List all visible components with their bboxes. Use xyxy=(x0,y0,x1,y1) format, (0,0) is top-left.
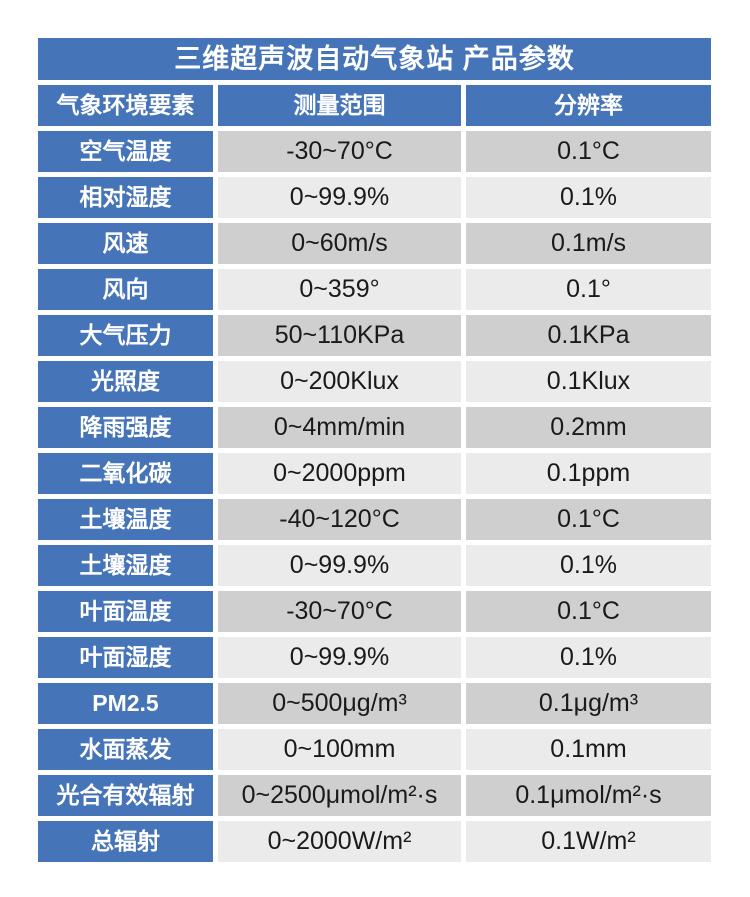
resolution-cell: 0.1°C xyxy=(466,131,711,172)
measure-range-cell: 0~4mm/min xyxy=(218,407,461,448)
param-name-cell: 风向 xyxy=(38,269,213,310)
param-name-cell: 叶面湿度 xyxy=(38,637,213,678)
resolution-cell: 0.1ppm xyxy=(466,453,711,494)
param-name-cell: 光照度 xyxy=(38,361,213,402)
resolution-cell: 0.1% xyxy=(466,637,711,678)
spec-table: 三维超声波自动气象站 产品参数 气象环境要素 测量范围 分辨率 空气温度 -30… xyxy=(38,38,711,862)
measure-range-cell: 0~359° xyxy=(218,269,461,310)
resolution-cell: 0.1mm xyxy=(466,729,711,770)
resolution-cell: 0.2mm xyxy=(466,407,711,448)
param-name-cell: 光合有效辐射 xyxy=(38,775,213,816)
measure-range-cell: 0~500μg/m³ xyxy=(218,683,461,724)
param-name-cell: 空气温度 xyxy=(38,131,213,172)
param-name-cell: 土壤温度 xyxy=(38,499,213,540)
table-title: 三维超声波自动气象站 产品参数 xyxy=(38,38,711,80)
measure-range-cell: 0~60m/s xyxy=(218,223,461,264)
param-name-cell: 叶面温度 xyxy=(38,591,213,632)
measure-range-cell: -30~70°C xyxy=(218,591,461,632)
measure-range-cell: 0~99.9% xyxy=(218,545,461,586)
measure-range-cell: 0~100mm xyxy=(218,729,461,770)
param-name-cell: 大气压力 xyxy=(38,315,213,356)
measure-range-cell: 0~2000ppm xyxy=(218,453,461,494)
column-header-parameter: 气象环境要素 xyxy=(38,85,213,126)
param-name-cell: 相对湿度 xyxy=(38,177,213,218)
column-header-resolution: 分辨率 xyxy=(466,85,711,126)
param-name-cell: 总辐射 xyxy=(38,821,213,862)
resolution-cell: 0.1KPa xyxy=(466,315,711,356)
resolution-cell: 0.1Klux xyxy=(466,361,711,402)
measure-range-cell: 0~99.9% xyxy=(218,177,461,218)
resolution-cell: 0.1°C xyxy=(466,591,711,632)
measure-range-cell: -40~120°C xyxy=(218,499,461,540)
resolution-cell: 0.1W/m² xyxy=(466,821,711,862)
resolution-cell: 0.1% xyxy=(466,177,711,218)
param-name-cell: 降雨强度 xyxy=(38,407,213,448)
param-name-cell: PM2.5 xyxy=(38,683,213,724)
resolution-cell: 0.1μmol/m²·s xyxy=(466,775,711,816)
resolution-cell: 0.1% xyxy=(466,545,711,586)
param-name-cell: 水面蒸发 xyxy=(38,729,213,770)
param-name-cell: 二氧化碳 xyxy=(38,453,213,494)
measure-range-cell: 0~2500μmol/m²·s xyxy=(218,775,461,816)
measure-range-cell: 50~110KPa xyxy=(218,315,461,356)
param-name-cell: 土壤湿度 xyxy=(38,545,213,586)
resolution-cell: 0.1° xyxy=(466,269,711,310)
measure-range-cell: 0~200Klux xyxy=(218,361,461,402)
measure-range-cell: -30~70°C xyxy=(218,131,461,172)
resolution-cell: 0.1°C xyxy=(466,499,711,540)
resolution-cell: 0.1μg/m³ xyxy=(466,683,711,724)
measure-range-cell: 0~2000W/m² xyxy=(218,821,461,862)
column-header-range: 测量范围 xyxy=(218,85,461,126)
param-name-cell: 风速 xyxy=(38,223,213,264)
resolution-cell: 0.1m/s xyxy=(466,223,711,264)
measure-range-cell: 0~99.9% xyxy=(218,637,461,678)
